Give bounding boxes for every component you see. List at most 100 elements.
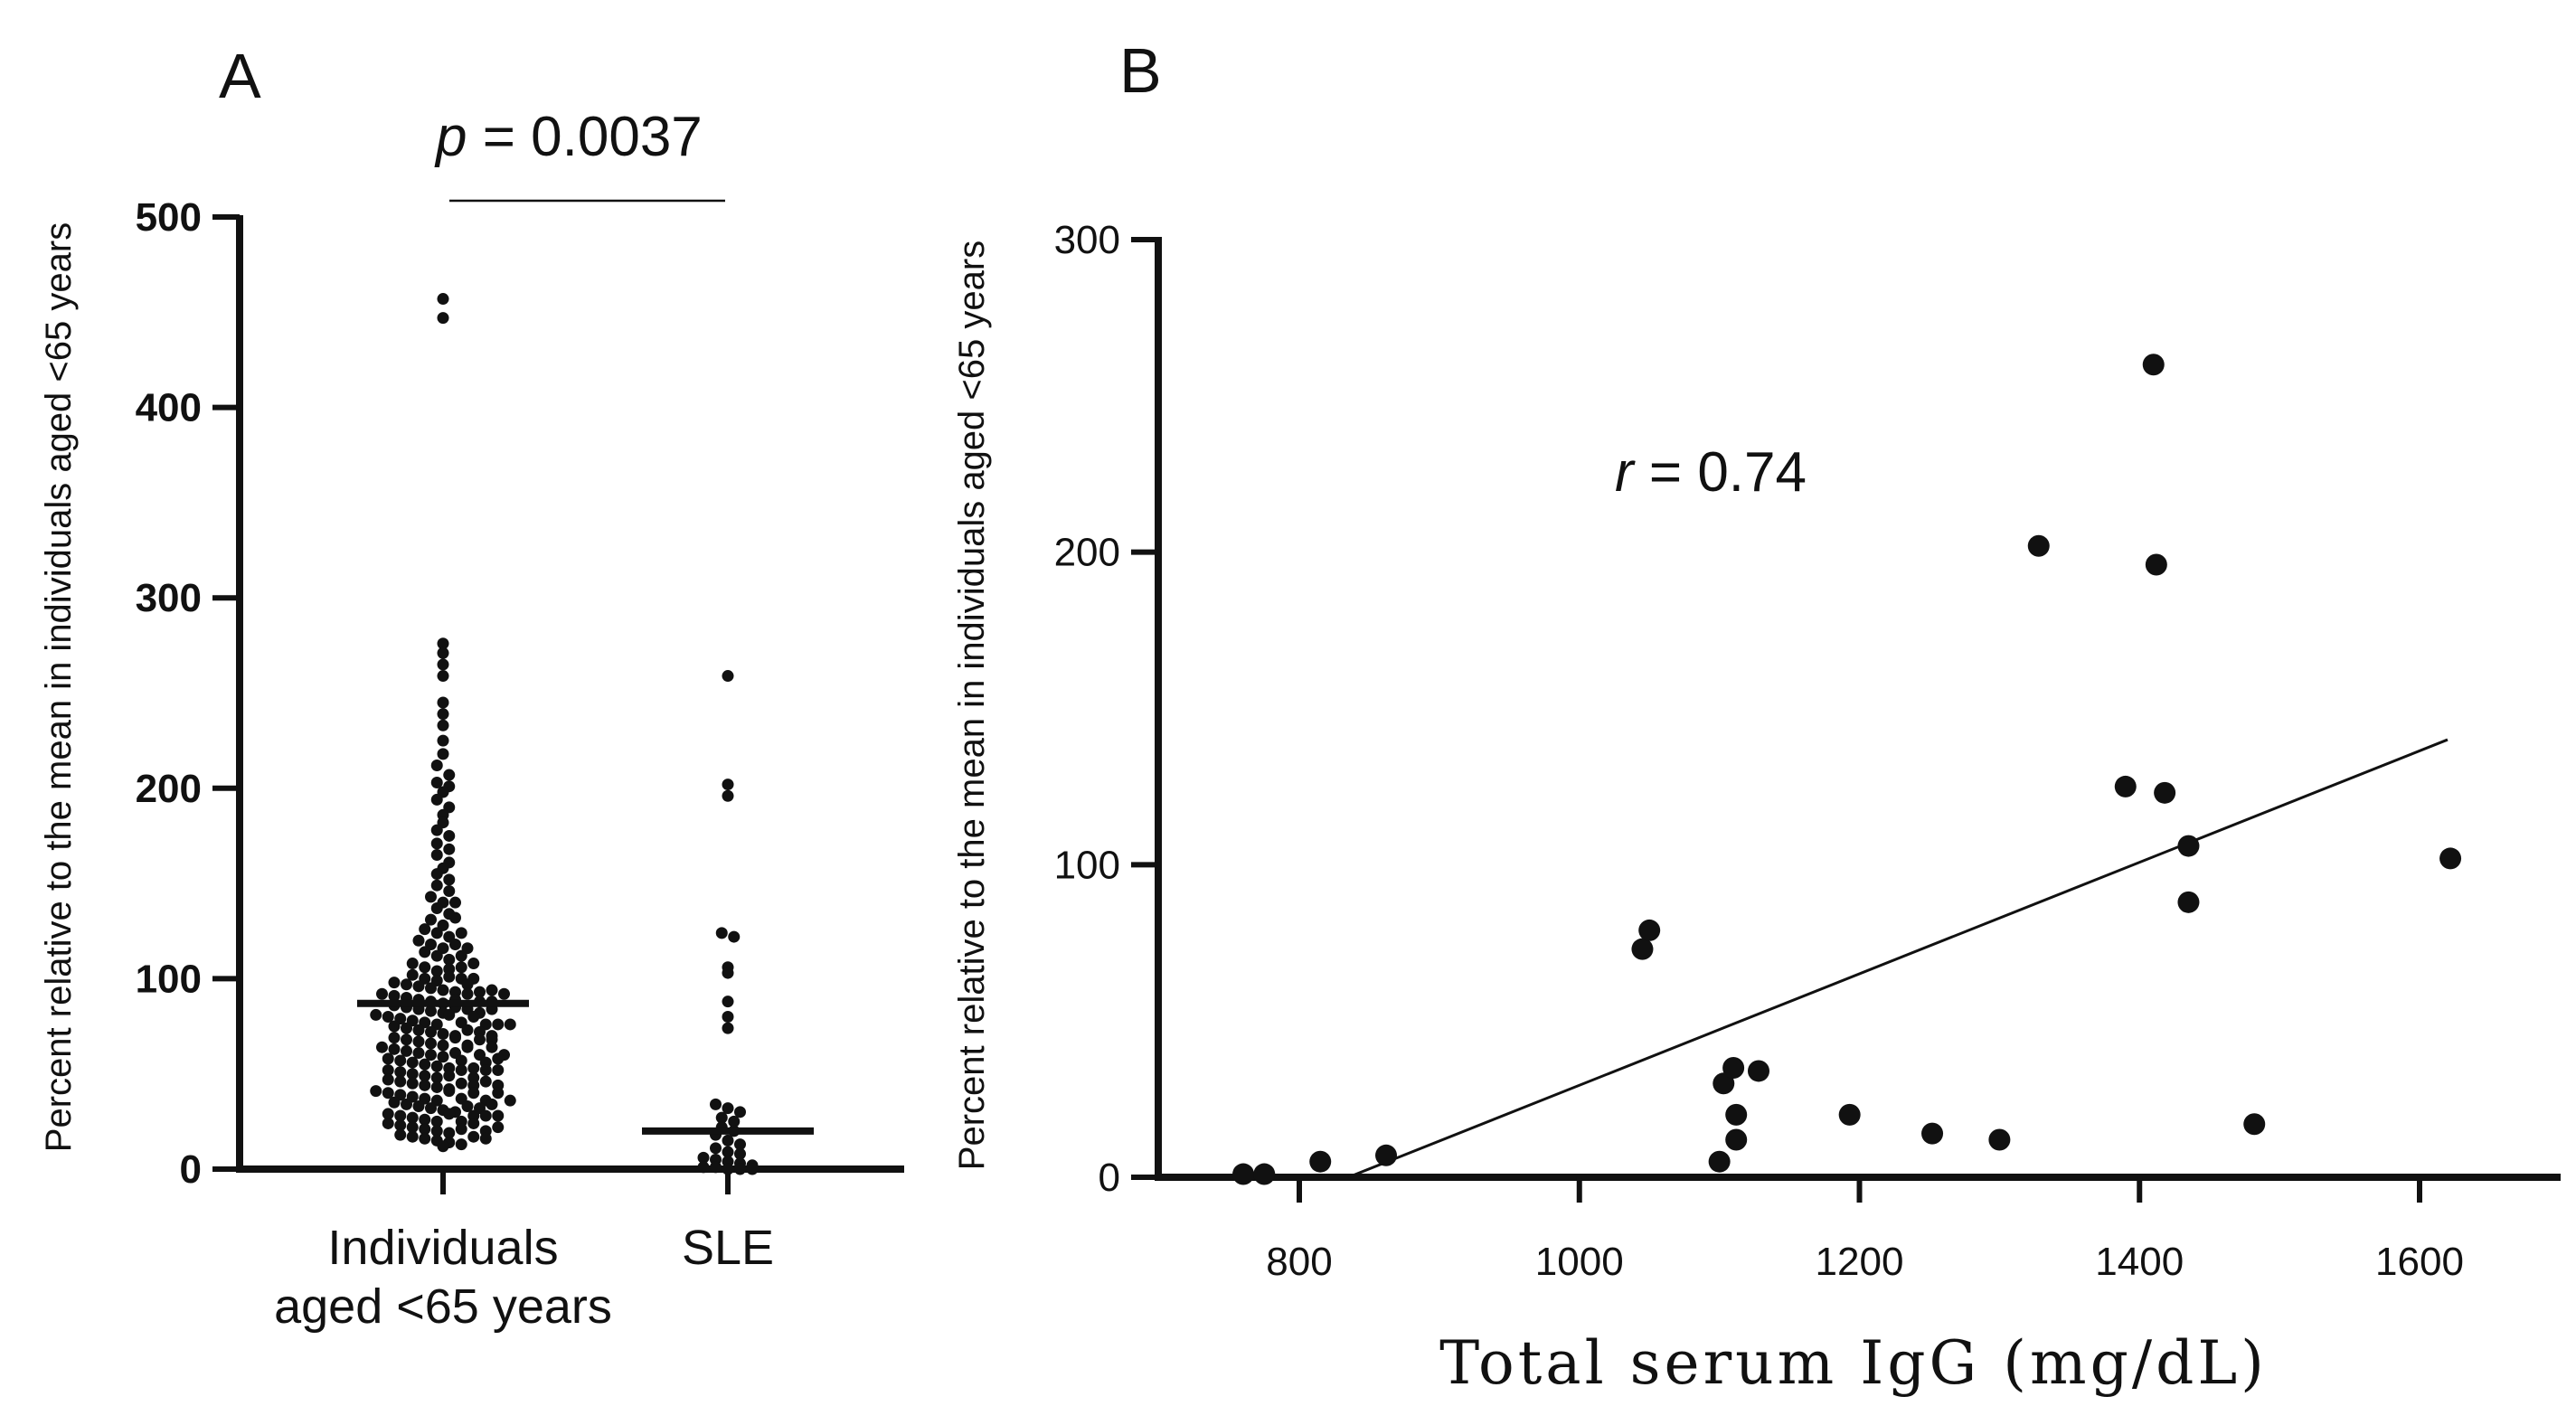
panel-a-point-individuals — [382, 1052, 394, 1065]
panel-b-point — [1309, 1150, 1332, 1173]
panel-a-point-individuals — [504, 1018, 516, 1031]
panel-b-point — [2177, 835, 2200, 857]
panel-a-point-individuals — [406, 1111, 419, 1124]
panel-a-point-individuals — [449, 1032, 461, 1044]
panel-a-point-individuals — [455, 927, 467, 939]
panel-a: A Percent relative to the mean in indivi… — [39, 41, 904, 1334]
panel-a-y-tick-label: 400 — [136, 386, 202, 430]
panel-a-point-sle — [697, 1151, 710, 1164]
panel-a-point-individuals — [430, 1060, 443, 1072]
panel-b-point — [2154, 781, 2176, 804]
panel-a-point-individuals — [412, 1100, 425, 1113]
panel-a-point-individuals — [449, 938, 461, 950]
panel-a-point-sle — [722, 1102, 734, 1115]
panel-a-y-tick-label: 300 — [136, 576, 202, 620]
panel-a-point-individuals — [419, 1070, 431, 1082]
panel-a-point-individuals — [425, 1049, 437, 1062]
panel-a-point-sle — [710, 1098, 722, 1110]
panel-a-point-individuals — [437, 734, 449, 747]
panel-a-point-individuals — [443, 769, 456, 781]
panel-a-point-individuals — [474, 986, 486, 998]
p-value-symbol: p — [434, 106, 467, 168]
panel-a-point-individuals — [388, 1032, 401, 1044]
panel-a-point-individuals — [425, 1037, 437, 1050]
panel-a-point-individuals — [388, 1043, 401, 1055]
regression-line — [1347, 738, 2449, 1179]
panel-b-y-tick-label: 300 — [1054, 218, 1120, 262]
panel-a-point-individuals — [437, 637, 449, 650]
panel-b-x-tick-label: 1400 — [2095, 1240, 2184, 1284]
panel-a-point-individuals — [467, 958, 480, 970]
panel-a-point-individuals — [425, 891, 437, 903]
panel-a-point-individuals — [443, 873, 456, 886]
panel-a-point-individuals — [479, 1063, 492, 1076]
panel-a-point-individuals — [461, 1100, 474, 1113]
panel-a-point-individuals — [394, 1066, 407, 1079]
panel-a-point-individuals — [430, 901, 443, 914]
panel-a-point-individuals — [388, 989, 401, 1002]
panel-a-point-individuals — [382, 1073, 394, 1086]
panel-b-point — [1838, 1103, 1861, 1126]
panel-a-point-sle — [710, 1142, 722, 1155]
panel-a-point-individuals — [376, 987, 388, 1000]
panel-a-point-individuals — [437, 1039, 449, 1052]
panel-a-point-sle — [722, 996, 734, 1008]
panel-a-point-individuals — [437, 708, 449, 721]
panel-a-point-individuals — [394, 1075, 407, 1088]
panel-a-point-individuals — [412, 1035, 425, 1048]
panel-a-y-tick-label: 0 — [180, 1147, 202, 1192]
panel-a-point-individuals — [406, 1056, 419, 1069]
panel-a-point-sle — [746, 1163, 759, 1175]
panel-a-point-individuals — [437, 1051, 449, 1063]
panel-b-point — [2439, 847, 2462, 870]
panel-b-point — [1988, 1128, 2011, 1151]
panel-a-point-individuals — [425, 1005, 437, 1017]
p-value-annotation: p = 0.0037 — [434, 106, 703, 168]
panel-a-point-individuals — [394, 1109, 407, 1122]
panel-a-point-individuals — [467, 1087, 480, 1099]
panel-a-point-individuals — [443, 1008, 456, 1021]
panel-a-point-sle — [715, 927, 728, 939]
panel-a-point-individuals — [443, 829, 456, 842]
panel-a-point-individuals — [388, 1096, 401, 1109]
p-value-text: = 0.0037 — [467, 106, 702, 168]
panel-a-point-sle — [734, 1106, 746, 1118]
panel-a-point-individuals — [430, 1081, 443, 1093]
panel-a-point-sle — [728, 930, 741, 943]
panel-a-point-individuals — [401, 1022, 412, 1034]
panel-a-point-individuals — [492, 1063, 505, 1076]
panel-a-point-individuals — [401, 978, 412, 991]
panel-b-point — [1921, 1122, 1944, 1145]
panel-a-point-individuals — [443, 1085, 456, 1098]
panel-a-point-individuals — [370, 1085, 382, 1098]
panel-a-y-tick-label: 100 — [136, 957, 202, 1001]
panel-a-point-individuals — [412, 980, 425, 993]
panel-a-point-individuals — [430, 824, 443, 836]
panel-a-category-label: aged <65 years — [274, 1279, 612, 1334]
panel-a-point-individuals — [406, 1130, 419, 1143]
panel-a-point-individuals — [498, 987, 510, 1000]
panel-a-point-individuals — [394, 1128, 407, 1141]
panel-a-point-individuals — [382, 1117, 394, 1129]
panel-a-point-individuals — [430, 837, 443, 850]
panel-a-point-individuals — [443, 1070, 456, 1082]
panel-a-point-individuals — [437, 1140, 449, 1153]
panel-a-point-individuals — [437, 658, 449, 671]
panel-a-point-individuals — [430, 868, 443, 881]
panel-b-point — [1747, 1060, 1769, 1082]
panel-a-point-individuals — [406, 968, 419, 981]
panel-a-points — [370, 293, 759, 1175]
panel-a-point-individuals — [394, 1054, 407, 1067]
panel-b-point — [2177, 891, 2200, 913]
panel-a-point-individuals — [382, 1087, 394, 1099]
panel-a-point-individuals — [425, 982, 437, 995]
panel-a-y-tick-label: 500 — [136, 195, 202, 240]
panel-b-x-axis-label: Total serum IgG (mg/dL) — [1439, 1328, 2268, 1398]
panel-a-point-individuals — [455, 1138, 467, 1151]
panel-a-point-individuals — [479, 1132, 492, 1145]
panel-a-point-individuals — [443, 970, 456, 983]
panel-a-point-individuals — [443, 1108, 456, 1120]
panel-a-point-individuals — [467, 1117, 480, 1129]
